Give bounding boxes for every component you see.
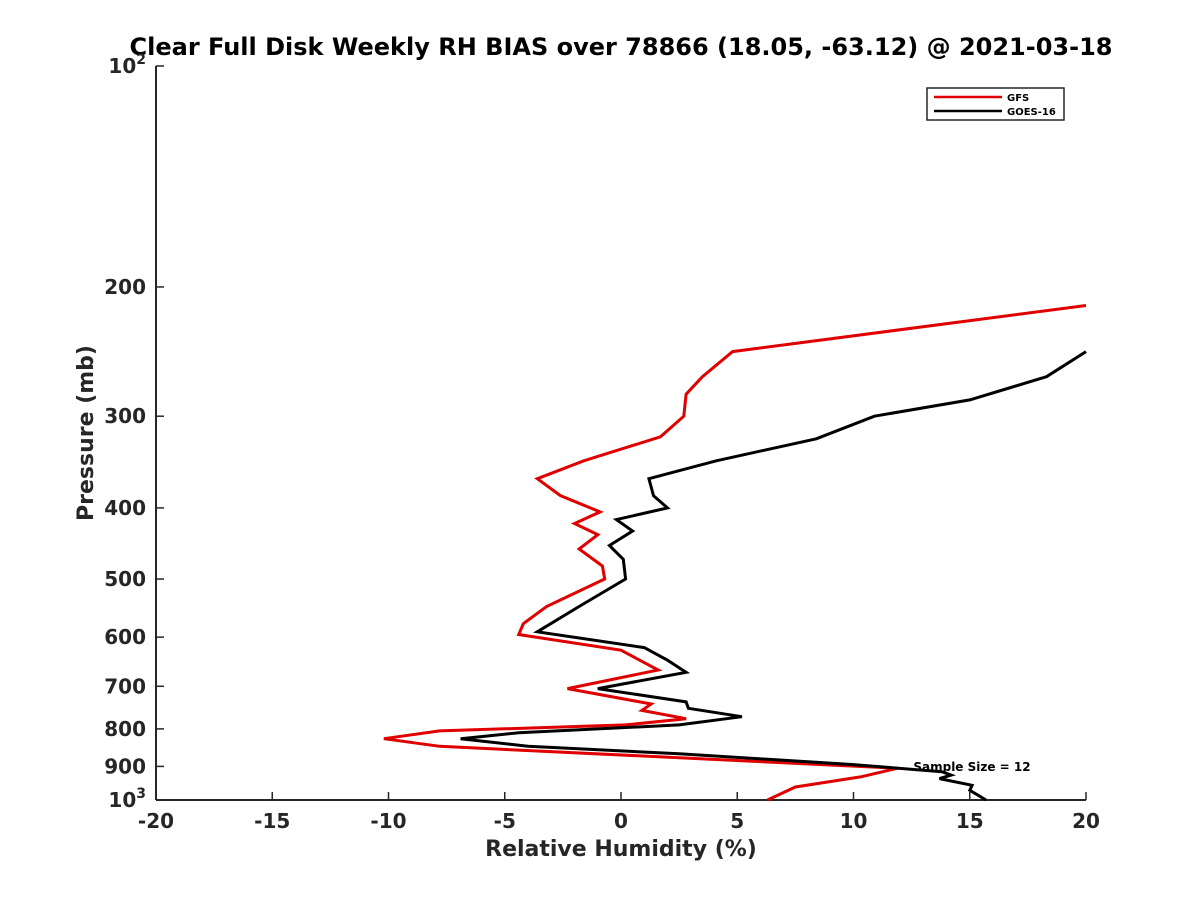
sample-size-annotation: Sample Size = 12: [913, 760, 1030, 774]
y-tick-label: 102: [108, 52, 146, 78]
legend-label-goes16: GOES-16: [1007, 107, 1056, 118]
y-tick-label: 700: [104, 674, 146, 698]
y-tick-label: 900: [104, 754, 146, 778]
x-tick-label: 0: [614, 809, 628, 833]
x-tick-label: 10: [840, 809, 868, 833]
x-tick-label: 15: [956, 809, 984, 833]
x-tick-label: -5: [494, 809, 516, 833]
y-tick-label: 800: [104, 717, 146, 741]
y-tick-label: 400: [104, 496, 146, 520]
x-axis-label: Relative Humidity (%): [485, 837, 757, 862]
x-tick-label: -10: [370, 809, 406, 833]
x-ticks: -20 -15 -10 -5 0 5 10 15 20: [138, 792, 1100, 833]
series-line-goes-16: [460, 350, 1087, 802]
y-tick-label: 300: [104, 404, 146, 428]
x-tick-label: 5: [730, 809, 744, 833]
y-tick-label: 103: [108, 786, 146, 812]
y-ticks: 102 200 300 400 500 600 700 800 900 103: [104, 52, 164, 812]
y-tick-label: 500: [104, 567, 146, 591]
legend-box: [926, 87, 1065, 121]
series-layer: [383, 304, 1087, 802]
chart-title: Clear Full Disk Weekly RH BIAS over 7886…: [130, 33, 1113, 61]
x-tick-label: -20: [138, 809, 174, 833]
legend-label-gfs: GFS: [1007, 93, 1029, 104]
legend: GFS GOES-16: [926, 87, 1065, 121]
y-tick-label: 200: [104, 275, 146, 299]
y-axis-label: Pressure (mb): [74, 345, 99, 521]
series-line-gfs: [383, 304, 1087, 802]
x-tick-label: 20: [1072, 809, 1100, 833]
y-tick-label: 600: [104, 625, 146, 649]
x-tick-label: -15: [254, 809, 290, 833]
